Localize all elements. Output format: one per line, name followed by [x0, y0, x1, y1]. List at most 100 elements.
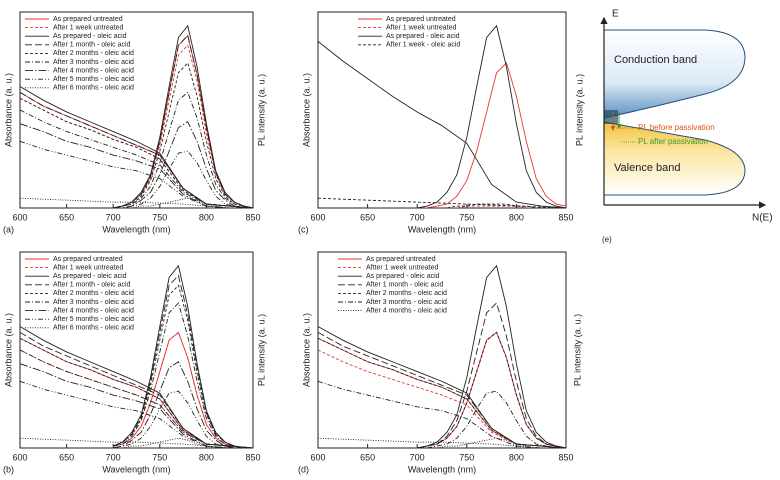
- x-tick-label: 600: [310, 212, 325, 222]
- x-tick-label: 650: [360, 452, 375, 462]
- pl-line: [113, 121, 253, 208]
- absorbance-line: [20, 363, 253, 448]
- absorbance-line: [318, 380, 566, 448]
- legend-label: After 1 week untreated: [53, 264, 124, 271]
- absorbance-line: [20, 380, 253, 448]
- legend-label: As prepared - oleic acid: [366, 273, 440, 280]
- series-group: [318, 264, 566, 448]
- absorbance-line: [20, 91, 253, 208]
- chart-panel: 600 650 700 750 800 850 Wavelength (nm) Absorba…: [298, 251, 582, 474]
- x-tick-label: 750: [459, 212, 474, 222]
- pl-line: [113, 44, 253, 208]
- energy-label: E: [612, 9, 619, 20]
- valence-band-shape: [603, 121, 746, 196]
- absorbance-line: [20, 97, 253, 208]
- legend-label: Aftter 1 week untreated: [366, 264, 438, 271]
- pl-line: [417, 264, 566, 448]
- pl-before-label: PL before passivation: [638, 123, 715, 132]
- pl-line: [417, 437, 566, 448]
- legend-label: As prepared - oleic acid: [53, 273, 127, 280]
- chart-panel: 600 650 700 750 800 850 Wavelength (nm) Absorba…: [3, 251, 266, 474]
- x-tick-label: 700: [410, 212, 425, 222]
- chart-panel: 600 650 700 750 800 850 Wavelength (nm) Absorba…: [3, 11, 266, 234]
- plot-frame: [317, 11, 567, 209]
- legend-label: As prepared untreated: [53, 16, 123, 23]
- x-axis-label: Wavelength (nm): [102, 464, 170, 474]
- legend-label: After 4 months - oleic acid: [53, 67, 134, 74]
- legend-label: After 4 months - oleic acid: [366, 307, 447, 314]
- x-tick-label: 600: [310, 452, 325, 462]
- absorbance-line: [318, 197, 566, 208]
- panel-label: (d): [298, 464, 309, 474]
- valence-label: Valence band: [614, 162, 680, 174]
- pl-line: [417, 24, 566, 208]
- legend-label: After 2 months - oleic acid: [366, 290, 447, 297]
- x-tick-label: 800: [509, 452, 524, 462]
- absorbance-line: [20, 331, 253, 448]
- absorbance-line: [20, 97, 253, 208]
- absorbance-line: [20, 123, 253, 208]
- pl-line: [113, 150, 253, 208]
- y-axis-label: Absorbance (a. u.): [301, 313, 311, 387]
- legend-label: After 5 months - oleic acid: [53, 76, 134, 83]
- pl-line: [417, 390, 566, 448]
- y2-axis-label: PL intensity (a. u.): [256, 74, 266, 146]
- pl-line: [113, 34, 253, 208]
- x-tick-label: 750: [152, 452, 167, 462]
- x-tick-label: 750: [459, 452, 474, 462]
- pl-line: [113, 264, 253, 448]
- x-tick-label: 800: [199, 212, 214, 222]
- pl-line: [417, 302, 566, 448]
- x-tick-label: 850: [245, 212, 260, 222]
- legend-label: As prepared untreated: [53, 256, 123, 263]
- series-group: [20, 264, 253, 448]
- legend-label: After 1 week - oleic acid: [386, 42, 460, 49]
- y-axis-label: Absorbance (a. u.): [3, 73, 13, 147]
- absorbance-line: [318, 337, 566, 448]
- y-axis-label: Absorbance (a. u.): [3, 313, 13, 387]
- panel-label: (a): [3, 224, 14, 234]
- absorbance-line: [20, 349, 253, 448]
- conduction-band-shape: [603, 29, 746, 119]
- conduction-label: Conduction band: [614, 54, 697, 66]
- x-axis-label: Wavelength (nm): [408, 224, 476, 234]
- y2-axis-label: PL intensity (a. u.): [574, 74, 584, 146]
- legend-label: After 1 week untreated: [386, 24, 457, 31]
- x-tick-label: 700: [106, 452, 121, 462]
- panel-label: (e): [602, 235, 612, 244]
- band-diagram: E N(E) Conduction band Valence band PL b…: [574, 9, 772, 244]
- x-axis-label: Wavelength (nm): [408, 464, 476, 474]
- series-group: [318, 24, 566, 208]
- x-tick-label: 750: [152, 212, 167, 222]
- x-tick-label: 700: [410, 452, 425, 462]
- legend-label: After 1 week untreated: [53, 24, 124, 31]
- y2-axis-label: PL intensity (a. u.): [572, 314, 582, 386]
- x-tick-label: 850: [245, 452, 260, 462]
- pl-line: [113, 197, 253, 208]
- legend-label: As prepared untreated: [366, 256, 436, 263]
- y-axis-label: Absorbance (a. u.): [301, 73, 311, 147]
- pl-after-label: PL after passivation: [638, 137, 708, 146]
- pl-line: [113, 302, 253, 448]
- x-tick-label: 800: [509, 212, 524, 222]
- legend-label: After 3 months - oleic acid: [366, 299, 447, 306]
- x-tick-label: 600: [12, 452, 27, 462]
- absorbance-line: [318, 41, 566, 208]
- pl-line: [113, 34, 253, 208]
- dos-label: N(E): [752, 213, 773, 224]
- absorbance-line: [20, 91, 253, 208]
- pl-line: [417, 62, 566, 208]
- legend-label: After 6 months - oleic acid: [53, 325, 134, 332]
- legend-label: As prepared - oleic acid: [53, 33, 127, 40]
- x-tick-label: 700: [106, 212, 121, 222]
- legend-label: As prepared untreated: [386, 16, 456, 23]
- absorbance-line: [20, 109, 253, 208]
- absorbance-line: [20, 140, 253, 208]
- panel-label: (c): [298, 224, 309, 234]
- absorbance-line: [20, 349, 253, 448]
- y2-axis-label: PL intensity (a. u.): [256, 314, 266, 386]
- pl-line: [113, 91, 253, 208]
- x-tick-label: 850: [558, 452, 573, 462]
- pl-line: [113, 390, 253, 448]
